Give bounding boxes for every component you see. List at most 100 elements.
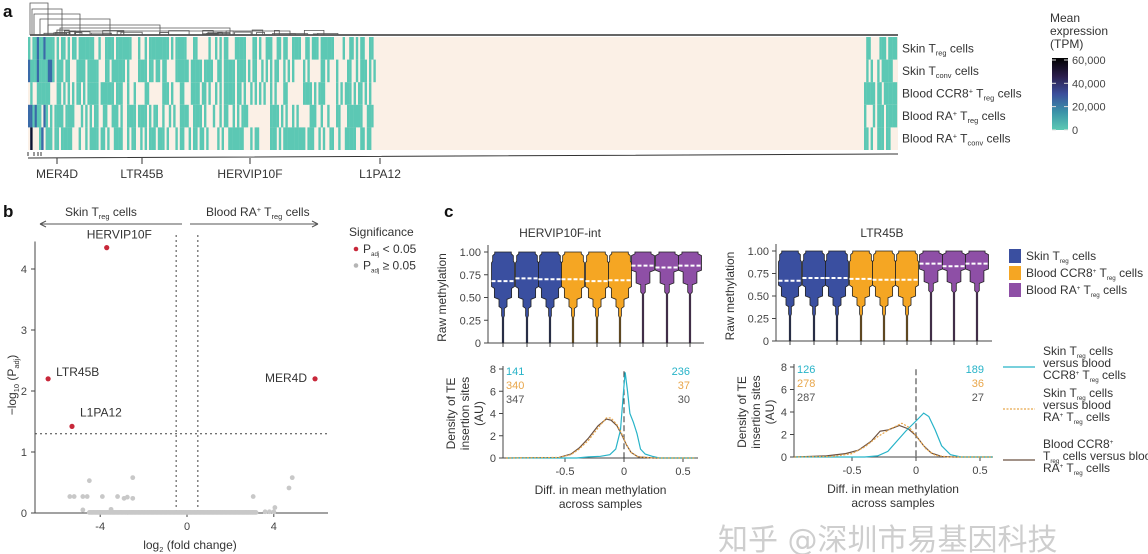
heatmap-cell [221,127,224,150]
heatmap-cell [278,127,282,150]
y-axis-label: (AU) [763,400,777,425]
heatmap-cell [61,127,64,150]
heatmap-cell [32,104,35,128]
heatmap-cell [316,37,319,60]
heatmap-cell [39,127,42,150]
heatmap-cell [54,104,57,128]
heatmap-cell [870,82,873,105]
label-text: −log [5,392,19,415]
heatmap-cell [360,37,363,60]
heatmap-cell [155,37,158,60]
panel-label-c: c [444,202,453,221]
heatmap-cell [237,82,240,105]
label-text: T [1080,283,1091,297]
heatmap-cell [56,82,59,105]
ns-point [253,509,259,515]
heatmap-cell [234,37,238,60]
label-supscript: + [257,205,261,214]
heatmap-cell [237,104,240,128]
heatmap-cell [133,127,136,150]
heatmap-cell [351,104,354,128]
heatmap-cell [254,127,257,150]
heatmap-cell [102,127,106,150]
heatmap-cell [171,37,174,60]
heatmap-cell [270,82,273,105]
heatmap-cell [888,37,891,60]
heatmap-cell [349,127,352,150]
heatmap-cell [32,37,35,60]
heatmap-cell [67,59,70,83]
density-curve [506,372,695,459]
heatmap-cell [344,82,348,105]
watermark: 知乎 @深圳市易基因科技 [718,523,1058,554]
heatmap-cell [296,104,299,128]
te-label: HERVIP10F [217,167,282,181]
label-text: cells [1086,344,1113,358]
heatmap-cell [353,82,356,105]
heatmap-cell [886,104,889,128]
y-axis-label: Density of TE [735,376,749,448]
heatmap-cell [188,127,191,150]
ns-point [80,494,86,499]
heatmap-cell [314,37,317,60]
label-subscript: reg [968,116,979,125]
heatmap-cell [351,37,354,60]
heatmap-cell [285,104,288,128]
heatmap-cell [182,59,185,83]
y-tick-label: 1.00 [748,246,769,258]
heatmap-cell [116,104,119,128]
ns-point [71,494,77,499]
heatmap-cell [111,104,114,128]
heatmap-cell [116,127,119,150]
heatmap-cell [371,104,374,128]
heatmap-cell [360,59,363,83]
heatmap-cell [300,127,304,150]
heatmap-cell [94,82,97,105]
heatmap-cell [270,104,273,128]
density-curve [794,412,993,458]
label-subscript: conv [936,71,952,80]
heatmap-cell [91,82,95,105]
heatmap-cell [868,37,871,60]
heatmap-cell [34,104,37,128]
heatmap-cell [50,104,53,128]
label-text: cells [1086,386,1113,400]
label-text: P [5,369,19,377]
point-label: L1PA12 [80,405,122,419]
heatmap-cell [124,37,128,60]
label-text: cells [1099,368,1126,382]
y-tick-label: 6 [781,385,787,397]
panel-label-b: b [3,202,13,221]
heatmap-cell [318,82,321,105]
density-axes [793,364,992,458]
heatmap-cell [879,104,882,128]
heatmap-cell [116,59,119,83]
heatmap-cell [219,37,222,60]
label-text: cells [1083,461,1110,475]
heatmap-cell [83,59,86,83]
count-left: 287 [797,392,815,404]
heatmap-cell [239,37,242,60]
legend-item-label: Skin Treg cells [1043,386,1113,402]
heatmap-cell [138,59,141,83]
violin [515,251,539,344]
heatmap-cell [153,127,156,150]
heatmap-cell [94,127,97,150]
heatmap-cell [219,82,222,105]
heatmap-cell [355,37,359,60]
heatmap-cell [199,59,202,83]
label-subscript: reg [1050,458,1060,465]
heatmap-cell [39,82,42,105]
heatmap-cell [30,59,33,83]
heatmap-cell [894,37,898,60]
heatmap-cell [217,59,220,83]
count-right: 36 [972,378,984,390]
heatmap-cell [314,82,317,105]
heatmap-cell [197,104,200,128]
legend-swatch [1009,283,1021,297]
label-text: Blood CCR8 [1026,266,1093,280]
heatmap-cell [226,82,229,105]
x-tick-label: -4 [95,521,105,533]
